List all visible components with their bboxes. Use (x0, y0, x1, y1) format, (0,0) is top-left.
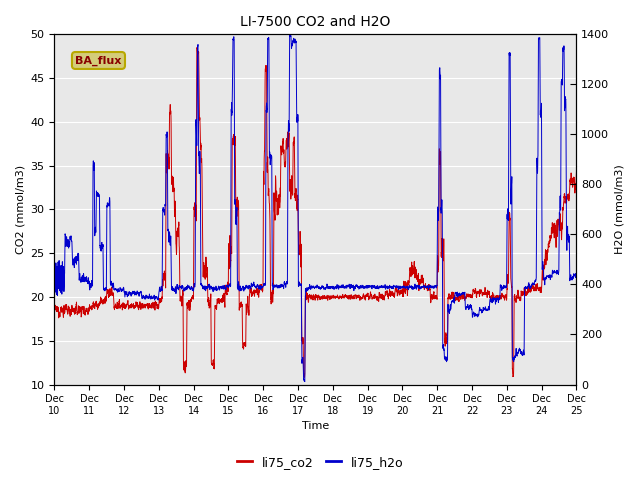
li75_h2o (573, 274, 580, 279)
Y-axis label: H2O (mmol/m3): H2O (mmol/m3) (615, 165, 625, 254)
li75_co2 (573, 169, 580, 175)
li75_co2 (274, 208, 282, 214)
li75_h2o (299, 356, 307, 362)
li75_co2 (193, 45, 201, 50)
Line: li75_co2: li75_co2 (54, 48, 577, 377)
Text: BA_flux: BA_flux (76, 55, 122, 66)
li75_co2 (557, 228, 564, 233)
li75_h2o (301, 379, 308, 384)
li75_h2o (430, 283, 438, 289)
li75_co2 (51, 307, 58, 312)
Y-axis label: CO2 (mmol/m3): CO2 (mmol/m3) (15, 165, 25, 254)
li75_h2o (287, 32, 294, 38)
li75_h2o (274, 284, 282, 290)
Legend: li75_co2, li75_h2o: li75_co2, li75_h2o (232, 451, 408, 474)
li75_co2 (531, 284, 538, 290)
Line: li75_h2o: li75_h2o (54, 35, 577, 382)
li75_co2 (430, 289, 438, 295)
li75_co2 (299, 336, 307, 342)
li75_h2o (51, 269, 58, 275)
li75_co2 (301, 374, 308, 380)
li75_h2o (557, 207, 564, 213)
X-axis label: Time: Time (302, 421, 329, 432)
li75_co2 (270, 215, 278, 220)
li75_h2o (531, 279, 538, 285)
Title: LI-7500 CO2 and H2O: LI-7500 CO2 and H2O (240, 15, 390, 29)
li75_h2o (270, 285, 278, 290)
